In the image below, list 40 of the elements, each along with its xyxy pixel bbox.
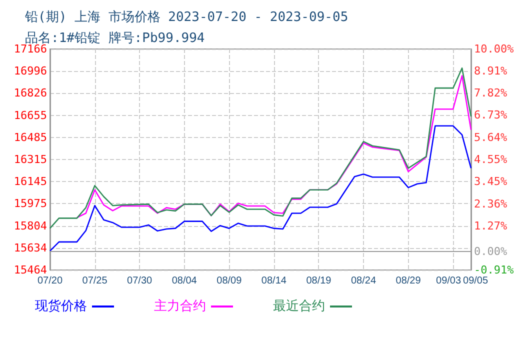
x-tick-label: 07/20 <box>37 276 63 286</box>
x-tick-label: 08/19 <box>306 276 332 286</box>
x-tick-label: 09/05 <box>463 276 488 286</box>
y2-tick-label: 1.27% <box>474 219 508 232</box>
x-tick-label: 07/30 <box>127 276 153 286</box>
x-tick-label: 08/14 <box>261 276 287 286</box>
y-tick-label: 15804 <box>14 219 48 232</box>
y-tick-label: 16655 <box>14 108 47 122</box>
legend-label: 主力合约 <box>154 298 206 314</box>
x-tick-label: 07/25 <box>82 276 108 286</box>
y-tick-label: 16485 <box>14 130 47 144</box>
line-series <box>76 75 472 218</box>
x-tick-label: 08/24 <box>350 276 376 286</box>
y2-tick-label: 6.73% <box>474 108 508 122</box>
legend-label: 现货价格 <box>35 299 87 314</box>
x-tick-label: 08/09 <box>216 276 242 286</box>
y2-tick-label: 0.00% <box>474 245 508 258</box>
y2-tick-label: 7.82% <box>474 86 508 100</box>
y2-tick-label: -0.91% <box>474 264 514 276</box>
y2-tick-label: 4.55% <box>474 152 508 166</box>
y2-tick-label: 2.36% <box>474 197 508 210</box>
y2-tick-label: 3.45% <box>474 175 508 188</box>
chart-title: 铅(期) 上海 市场价格 2023-07-20 - 2023-09-05 <box>24 10 348 25</box>
y-tick-label: 15464 <box>14 264 48 276</box>
y2-tick-label: 5.64% <box>474 130 508 144</box>
y-tick-label: 17166 <box>14 42 47 56</box>
y2-tick-label: 10.00% <box>474 42 514 56</box>
y-tick-label: 16996 <box>14 64 47 78</box>
line-series <box>49 125 472 252</box>
y-tick-label: 16826 <box>14 86 47 100</box>
y-tick-label: 15975 <box>14 197 47 210</box>
legend-label: 最近合约 <box>273 299 325 314</box>
x-tick-label: 09/03 <box>436 276 462 286</box>
y2-tick-label: 8.91% <box>474 64 508 78</box>
y-tick-label: 16315 <box>14 153 47 166</box>
y-tick-label: 15634 <box>14 241 48 254</box>
x-tick-label: 08/04 <box>172 276 198 286</box>
line-series <box>49 67 472 229</box>
y-tick-label: 16145 <box>14 175 47 188</box>
x-tick-label: 08/29 <box>396 276 422 286</box>
